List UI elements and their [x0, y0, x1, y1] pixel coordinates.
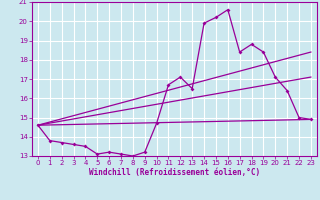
X-axis label: Windchill (Refroidissement éolien,°C): Windchill (Refroidissement éolien,°C) [89, 168, 260, 177]
